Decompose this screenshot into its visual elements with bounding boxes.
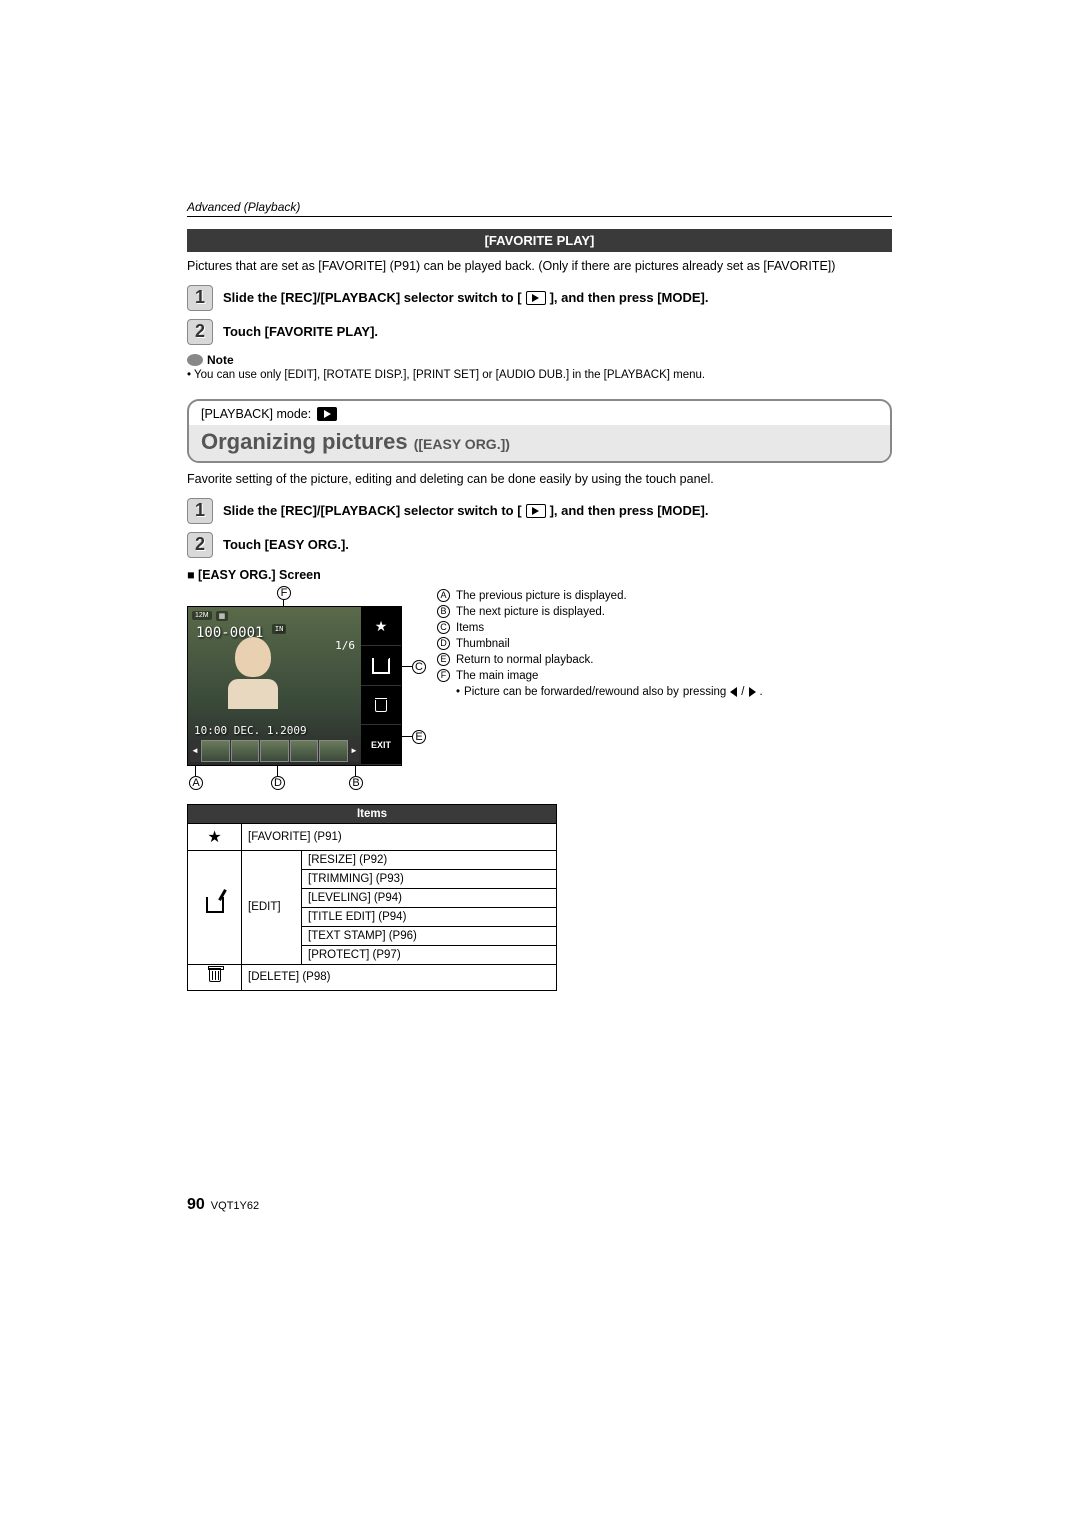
step-number-2-icon: 2	[187, 532, 213, 558]
section-header: Advanced (Playback)	[187, 200, 892, 217]
note-label: Note	[207, 353, 234, 367]
leveling-cell: [LEVELING] (P94)	[302, 888, 557, 907]
trash-icon	[188, 964, 242, 990]
mode-badge: ▦	[216, 611, 229, 621]
callout-f: F	[277, 586, 291, 600]
lcd-main-image: 12M ▦ 100-0001 IN 1/6 10:00 DEC. 1.2009	[188, 607, 361, 765]
callout-b: B	[349, 776, 363, 790]
fav-step-2: 2 Touch [FAVORITE PLAY].	[187, 319, 892, 345]
callout-a: A	[189, 776, 203, 790]
favorite-play-heading: [FAVORITE PLAY]	[187, 229, 892, 252]
note-text: You can use only [EDIT], [ROTATE DISP.],…	[187, 369, 892, 381]
screen-area: F 12M ▦ 100-0001 IN 1/6	[187, 588, 892, 788]
step-number-1-icon: 1	[187, 285, 213, 311]
screen-diagram: F 12M ▦ 100-0001 IN 1/6	[187, 588, 417, 788]
screen-subhead: [EASY ORG.] Screen	[187, 568, 892, 582]
left-arrow-icon	[730, 687, 737, 697]
fav-step-2-text: Touch [FAVORITE PLAY].	[223, 324, 378, 339]
edit-button[interactable]	[361, 646, 401, 686]
protect-cell: [PROTECT] (P97)	[302, 945, 557, 964]
playback-icon	[526, 291, 546, 305]
playback-mode-row: [PLAYBACK] mode:	[189, 401, 890, 425]
note-icon	[187, 354, 203, 366]
note-row: Note	[187, 353, 892, 367]
edit-icon	[188, 850, 242, 964]
exit-button[interactable]: EXIT	[361, 725, 401, 765]
titleedit-cell: [TITLE EDIT] (P94)	[302, 907, 557, 926]
page-number: 90	[187, 1196, 205, 1214]
legend-a-icon: A	[437, 589, 450, 602]
thumbnail[interactable]	[260, 740, 289, 762]
resize-cell: [RESIZE] (P92)	[302, 850, 557, 869]
thumbnail[interactable]	[319, 740, 348, 762]
org-step-1-text: Slide the [REC]/[PLAYBACK] selector swit…	[223, 503, 708, 518]
manual-page: Advanced (Playback) [FAVORITE PLAY] Pict…	[187, 200, 892, 991]
org-step-1: 1 Slide the [REC]/[PLAYBACK] selector sw…	[187, 498, 892, 524]
callout-c: C	[412, 660, 426, 674]
lcd-fraction: 1/6	[335, 639, 355, 652]
legend-d-icon: D	[437, 637, 450, 650]
lcd-thumbnail-strip: ◄ ►	[190, 739, 359, 763]
legend-e-icon: E	[437, 653, 450, 666]
thumbnail[interactable]	[201, 740, 230, 762]
easy-org-intro: Favorite setting of the picture, editing…	[187, 471, 892, 488]
delete-cell: [DELETE] (P98)	[242, 964, 557, 990]
step-number-2-icon: 2	[187, 319, 213, 345]
items-table: Items ★ [FAVORITE] (P91) [EDIT] [RESIZE]…	[187, 804, 557, 991]
delete-button[interactable]	[361, 686, 401, 726]
callout-d: D	[271, 776, 285, 790]
favorite-cell: [FAVORITE] (P91)	[242, 823, 557, 850]
easy-org-title: Organizing pictures ([EASY ORG.])	[189, 425, 890, 461]
fav-step-1-text: Slide the [REC]/[PLAYBACK] selector swit…	[223, 290, 708, 305]
next-arrow-icon[interactable]: ►	[349, 740, 359, 762]
legend-list: AThe previous picture is displayed. BThe…	[437, 588, 763, 701]
lcd-side-buttons: ★ EXIT	[361, 607, 401, 765]
page-footer: 90 VQT1Y62	[187, 1196, 259, 1214]
favorite-button[interactable]: ★	[361, 607, 401, 647]
callout-e: E	[412, 730, 426, 744]
fav-step-1: 1 Slide the [REC]/[PLAYBACK] selector sw…	[187, 285, 892, 311]
playback-mode-icon	[317, 407, 337, 421]
star-icon: ★	[188, 823, 242, 850]
edit-cell: [EDIT]	[242, 850, 302, 964]
lcd-person	[218, 637, 288, 717]
textstamp-cell: [TEXT STAMP] (P96)	[302, 926, 557, 945]
legend-f-icon: F	[437, 669, 450, 682]
items-header: Items	[188, 804, 557, 823]
trimming-cell: [TRIMMING] (P93)	[302, 869, 557, 888]
step-number-1-icon: 1	[187, 498, 213, 524]
org-step-2: 2 Touch [EASY ORG.].	[187, 532, 892, 558]
org-step-2-text: Touch [EASY ORG.].	[223, 537, 349, 552]
favorite-play-intro: Pictures that are set as [FAVORITE] (P91…	[187, 258, 892, 275]
right-arrow-icon	[749, 687, 756, 697]
prev-arrow-icon[interactable]: ◄	[190, 740, 200, 762]
legend-bullet: • Picture can be forwarded/rewound also …	[456, 684, 763, 700]
resolution-badge: 12M	[192, 611, 212, 620]
playback-icon	[526, 504, 546, 518]
doc-id: VQT1Y62	[211, 1200, 259, 1212]
legend-c-icon: C	[437, 621, 450, 634]
easy-org-title-block: [PLAYBACK] mode: Organizing pictures ([E…	[187, 399, 892, 463]
lcd-timestamp: 10:00 DEC. 1.2009	[194, 724, 307, 737]
lcd-screen: 12M ▦ 100-0001 IN 1/6 10:00 DEC. 1.2009	[187, 606, 402, 766]
thumbnail[interactable]	[290, 740, 319, 762]
thumbnail[interactable]	[231, 740, 260, 762]
legend-b-icon: B	[437, 605, 450, 618]
in-badge: IN	[272, 624, 286, 634]
